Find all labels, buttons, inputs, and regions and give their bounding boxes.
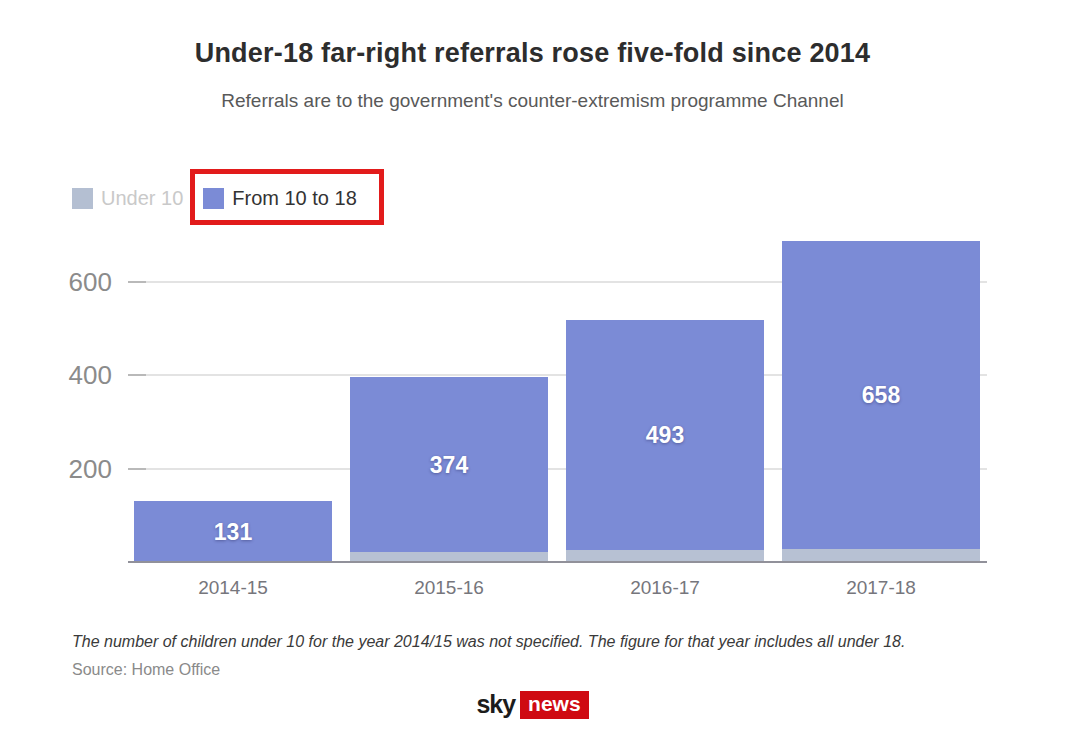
source-label: Source: Home Office [72, 661, 220, 679]
x-axis-tick-label: 2016-17 [557, 577, 773, 599]
chart-canvas: Under-18 far-right referrals rose five-f… [0, 0, 1065, 733]
x-axis-tick-label: 2014-15 [125, 577, 341, 599]
x-axis-tick-label: 2017-18 [773, 577, 989, 599]
bar-value-label: 374 [350, 450, 548, 480]
bar-value-label: 658 [782, 380, 980, 410]
plot-area: 200 400 600 131 2014-15 374 2015-16 493 2016-17 6… [0, 0, 1065, 733]
footnote: The number of children under 10 for the … [72, 633, 1012, 651]
bar-value-label: 493 [566, 420, 764, 450]
bar-value-label: 131 [134, 517, 332, 547]
y-axis-tick-label: 200 [40, 454, 112, 484]
x-axis-line [128, 561, 987, 563]
y-axis-tick-label: 600 [40, 267, 112, 297]
sky-news-logo: sky news [0, 690, 1065, 719]
x-axis-tick-label: 2015-16 [341, 577, 557, 599]
news-logo-badge: news [520, 691, 589, 719]
sky-logo-text: sky [476, 690, 515, 719]
y-axis-tick-label: 400 [40, 360, 112, 390]
